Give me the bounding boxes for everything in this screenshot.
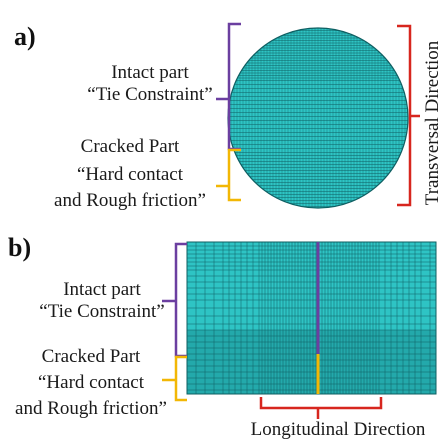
panel-b-cracked-line1: Cracked Part: [41, 346, 141, 367]
panel-b-letter: b): [8, 233, 32, 262]
longitudinal-section-outline: [186, 241, 437, 395]
transversal-direction-bracket: [397, 24, 420, 207]
longitudinal-mesh-lines: [187, 242, 436, 394]
transversal-direction-label: Transversal Direction: [422, 40, 443, 205]
panel-a-intact-line2: “Tie Constraint”: [87, 84, 213, 105]
longitudinal-direction-bracket: [259, 397, 383, 419]
panel-b-cracked-label: Cracked Part “Hard contact and Rough fri…: [0, 346, 182, 420]
circular-cross-section-mesh: [227, 27, 409, 209]
panel-b-intact-line2: “Tie Constraint”: [39, 301, 165, 322]
panel-a-cracked-line1: Cracked Part: [80, 136, 180, 157]
cross-section-mesh-lines: [228, 28, 408, 208]
panel-b-cracked-line2: “Hard contact: [37, 372, 145, 393]
longitudinal-section-mesh: [186, 241, 437, 395]
panel-a-intact-label: Intact part “Tie Constraint”: [70, 62, 230, 106]
panel-a-cracked-line2: “Hard contact: [76, 164, 184, 185]
panel-b-intact-label: Intact part “Tie Constraint”: [22, 279, 182, 323]
panel-b-cracked-bracket: [162, 355, 187, 402]
panel-a-cracked-bracket: [216, 148, 241, 202]
panel-a-cracked-label: Cracked Part “Hard contact and Rough fri…: [30, 136, 230, 212]
panel-a-letter: a): [14, 22, 36, 51]
panel-b-intact-bracket: [162, 242, 187, 358]
panel-a-intact-line1: Intact part: [111, 62, 189, 83]
panel-b-intact-line1: Intact part: [63, 279, 141, 300]
panel-b-cracked-line3: and Rough friction”: [15, 398, 167, 419]
longitudinal-direction-label: Longitudinal Direction: [250, 419, 426, 440]
panel-a-cracked-line3: and Rough friction”: [54, 190, 206, 211]
longitudinal-section-lower-band: [187, 330, 436, 394]
